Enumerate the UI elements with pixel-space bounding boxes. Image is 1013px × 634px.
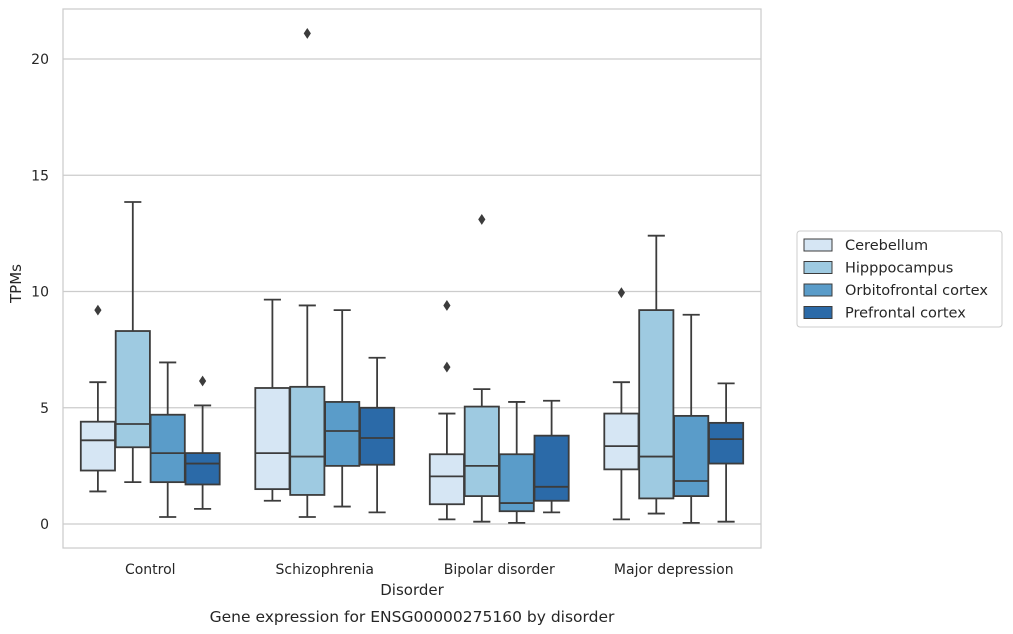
box [673,313,710,524]
box-body [673,414,710,498]
box-body [114,330,151,449]
legend-swatch [803,283,833,297]
box-body [638,309,675,500]
box [324,309,361,508]
outlier-point [443,361,451,373]
y-tick-label: 10 [31,285,49,301]
box-body [149,413,186,484]
box-body [533,434,570,502]
box [463,214,500,523]
box-body [184,452,221,486]
legend-frame [796,230,1003,328]
legend-swatch [803,306,833,319]
outlier-point [94,304,102,316]
x-tick-labels: Control Schizophrenia Bipolar disorder Majo… [125,562,734,578]
box [708,382,745,523]
box-body [289,385,326,496]
series-prefrontal-cortex [184,356,745,523]
outlier-point [303,28,311,39]
box-body [254,387,291,491]
plot-frame [62,8,762,549]
y-tick-label: 20 [31,52,49,68]
legend-label: Hipppocampus [845,261,953,277]
box [114,201,151,484]
y-tick-label: 5 [40,401,49,417]
series-hipppocampus [114,28,675,523]
x-tick-label: Bipolar disorder [444,562,555,578]
chart-caption: Gene expression for ENSG00000275160 by d… [210,608,615,626]
y-tick-labels: 0 5 10 15 20 [31,52,49,533]
box-body [428,453,465,506]
box [254,298,291,502]
outlier-point [617,287,625,299]
series-cerebellum [79,287,640,521]
outlier-point [199,375,207,387]
box [498,401,535,524]
x-axis-label: Disorder [380,581,444,599]
legend-label: Cerebellum [845,238,928,254]
outlier-point [443,300,451,311]
y-tick-label: 15 [31,168,49,184]
box [638,234,675,515]
box [79,304,116,493]
box [289,28,326,518]
box [533,399,570,514]
box [428,300,465,521]
series-orbitofrontal-cortex [149,309,710,524]
y-tick-label: 0 [40,517,49,533]
box [149,361,186,518]
box [603,287,640,521]
x-tick-label: Control [125,562,176,578]
box-body [603,412,640,471]
box [184,375,221,510]
box-body [359,406,396,466]
box-body [463,405,500,497]
box-body [708,421,745,465]
x-tick-label: Schizophrenia [276,562,374,578]
x-tick-label: Major depression [614,562,734,578]
outlier-point [478,214,486,225]
y-axis-label: TPMs [7,264,25,304]
box-body [324,401,361,467]
legend-label: Prefrontal cortex [845,306,966,322]
boxes [79,28,745,524]
box-body [79,420,116,472]
box [359,356,396,514]
legend-label: Orbitofrontal cortex [845,283,988,299]
legend: Cerebellum Hipppocampus Orbitofrontal cort… [796,230,1003,328]
legend-swatch [803,238,833,252]
legend-swatch [803,261,833,274]
